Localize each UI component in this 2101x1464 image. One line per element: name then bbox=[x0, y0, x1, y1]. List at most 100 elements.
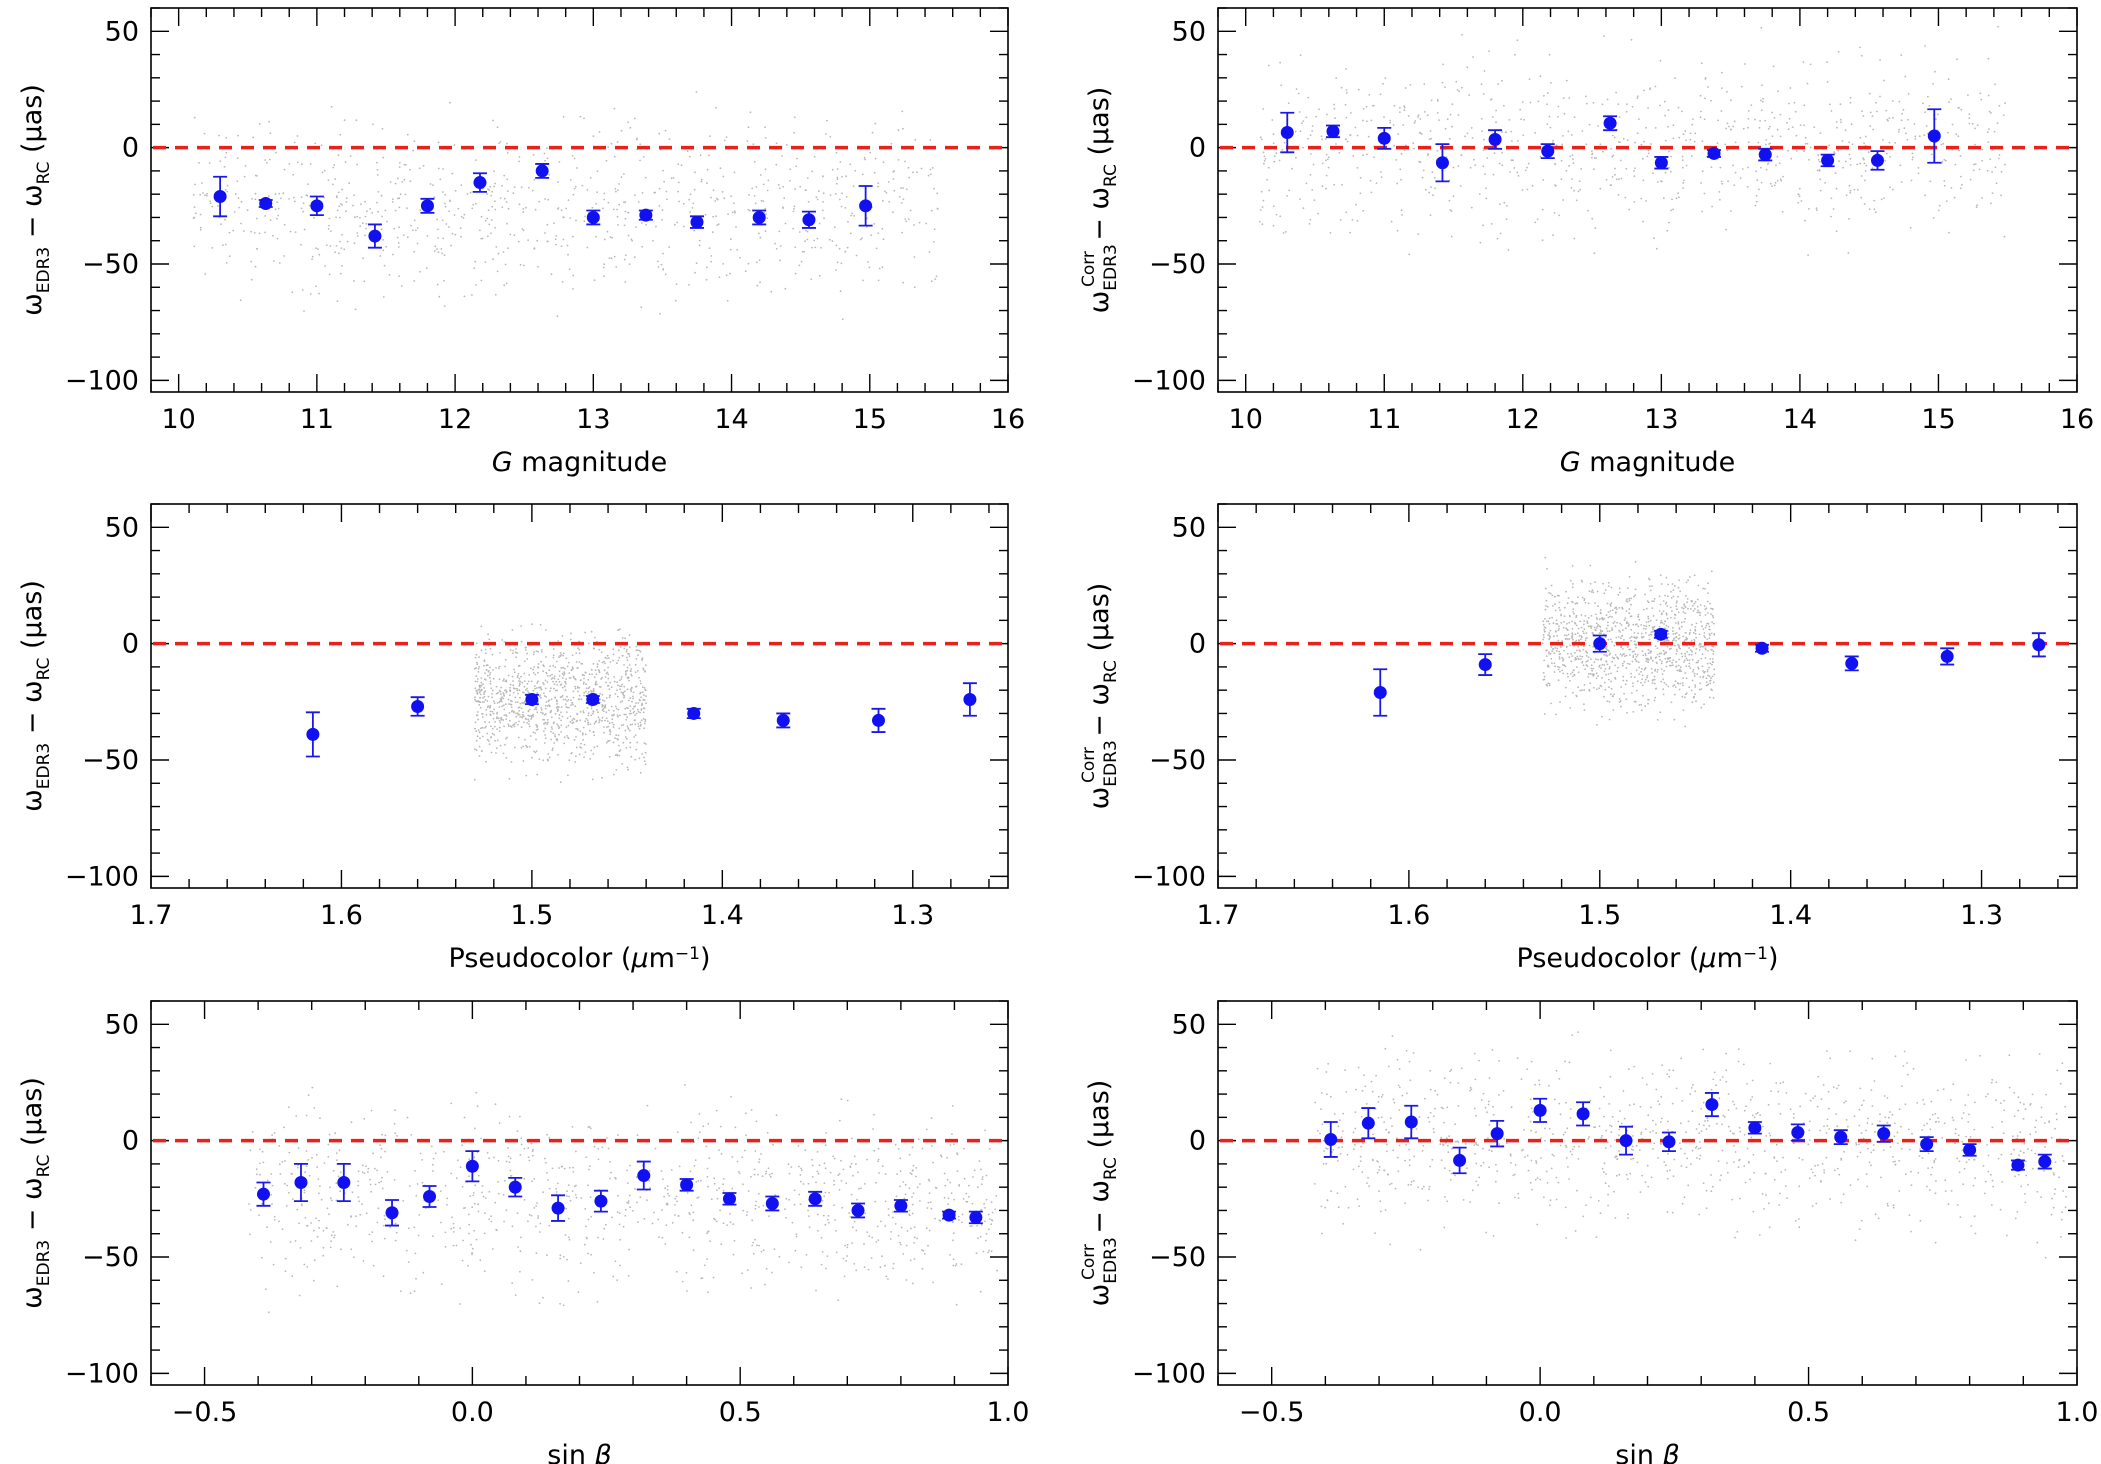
background-dot bbox=[552, 680, 554, 683]
data-point bbox=[687, 706, 701, 720]
background-dot bbox=[594, 636, 596, 639]
background-dot bbox=[631, 723, 634, 726]
background-dot bbox=[1924, 111, 1926, 114]
background-dot bbox=[289, 230, 292, 233]
background-dot bbox=[894, 1143, 897, 1146]
background-dot bbox=[1771, 111, 1773, 114]
background-dot bbox=[1441, 81, 1444, 84]
background-dot bbox=[1656, 671, 1659, 673]
background-dot bbox=[1681, 655, 1684, 658]
background-dot bbox=[555, 1191, 558, 1193]
background-dot bbox=[1671, 610, 1673, 612]
background-dot bbox=[403, 163, 406, 166]
background-dot bbox=[1632, 711, 1635, 713]
background-dot bbox=[1309, 174, 1312, 176]
background-dot bbox=[1824, 182, 1826, 184]
background-dot bbox=[512, 684, 515, 686]
background-dot bbox=[645, 223, 647, 226]
background-dot bbox=[754, 202, 757, 205]
background-dot bbox=[875, 247, 878, 250]
background-dot bbox=[674, 1197, 677, 1200]
background-dot bbox=[516, 676, 519, 679]
background-dot bbox=[1609, 605, 1612, 607]
background-dot bbox=[561, 672, 564, 675]
background-dot bbox=[534, 732, 537, 734]
background-dot bbox=[1726, 149, 1729, 152]
background-dot bbox=[1359, 192, 1362, 195]
background-dot bbox=[1542, 634, 1545, 636]
background-dot bbox=[1802, 61, 1805, 63]
background-dot bbox=[1614, 654, 1617, 656]
background-dot bbox=[1674, 693, 1676, 696]
label-part: (μas) bbox=[1084, 87, 1115, 164]
background-dot bbox=[601, 676, 603, 679]
background-dot bbox=[498, 719, 501, 722]
background-dot bbox=[1626, 587, 1629, 589]
background-dot bbox=[1709, 658, 1712, 660]
background-dot bbox=[218, 134, 220, 137]
background-dot bbox=[1585, 143, 1588, 146]
background-dot bbox=[1614, 612, 1617, 614]
background-dot bbox=[1285, 231, 1287, 233]
background-dot bbox=[1787, 149, 1790, 152]
background-dot bbox=[1338, 151, 1341, 154]
background-dot bbox=[1699, 604, 1702, 606]
background-dot bbox=[1848, 153, 1851, 156]
background-dot bbox=[1847, 252, 1850, 254]
background-dot bbox=[618, 656, 621, 659]
background-dot bbox=[225, 136, 228, 139]
background-dot bbox=[1263, 155, 1266, 158]
background-dot bbox=[884, 1264, 886, 1267]
background-dot bbox=[1662, 649, 1665, 652]
background-dot bbox=[701, 1277, 704, 1279]
background-dot bbox=[1286, 195, 1288, 197]
background-dot bbox=[1636, 97, 1639, 99]
background-dot bbox=[845, 196, 848, 198]
data-point bbox=[411, 699, 425, 713]
background-dot bbox=[694, 171, 696, 174]
background-dot bbox=[330, 230, 332, 233]
background-dot bbox=[2003, 235, 2006, 238]
background-dot bbox=[1587, 673, 1590, 675]
background-dot bbox=[764, 126, 766, 129]
background-dot bbox=[553, 687, 555, 690]
background-dot bbox=[317, 248, 319, 251]
background-dot bbox=[1558, 625, 1560, 628]
background-dot bbox=[339, 216, 341, 219]
background-dot bbox=[1605, 178, 1608, 181]
background-dot bbox=[1666, 229, 1669, 232]
background-dot bbox=[1628, 663, 1631, 665]
background-dot bbox=[1975, 206, 1978, 209]
background-dot bbox=[327, 179, 330, 182]
background-dot bbox=[634, 1188, 636, 1190]
background-dot bbox=[522, 264, 525, 267]
background-dot bbox=[1888, 141, 1891, 144]
background-dot bbox=[1620, 624, 1623, 626]
background-dot bbox=[621, 700, 624, 703]
background-dot bbox=[662, 268, 665, 271]
background-dot bbox=[1517, 175, 1520, 177]
background-dot bbox=[603, 700, 606, 702]
background-dot bbox=[300, 196, 303, 199]
background-dot bbox=[850, 214, 853, 217]
background-dot bbox=[613, 155, 616, 158]
background-dot bbox=[562, 652, 565, 655]
background-dot bbox=[617, 708, 620, 711]
background-dot bbox=[484, 1212, 486, 1215]
background-dot bbox=[762, 1249, 765, 1252]
background-dot bbox=[569, 638, 572, 641]
background-dot bbox=[1986, 169, 1989, 172]
background-dot bbox=[1438, 119, 1440, 121]
background-dot bbox=[512, 192, 515, 195]
background-dot bbox=[1579, 655, 1582, 657]
background-dot bbox=[515, 656, 518, 659]
background-dot bbox=[1709, 679, 1711, 682]
background-dot bbox=[533, 247, 536, 250]
background-dot bbox=[499, 652, 501, 654]
background-dot bbox=[343, 248, 346, 251]
background-dot bbox=[1703, 703, 1705, 706]
background-dot bbox=[733, 202, 735, 205]
background-dot bbox=[258, 1214, 260, 1216]
background-dot bbox=[1656, 719, 1659, 721]
background-dot bbox=[562, 238, 565, 241]
